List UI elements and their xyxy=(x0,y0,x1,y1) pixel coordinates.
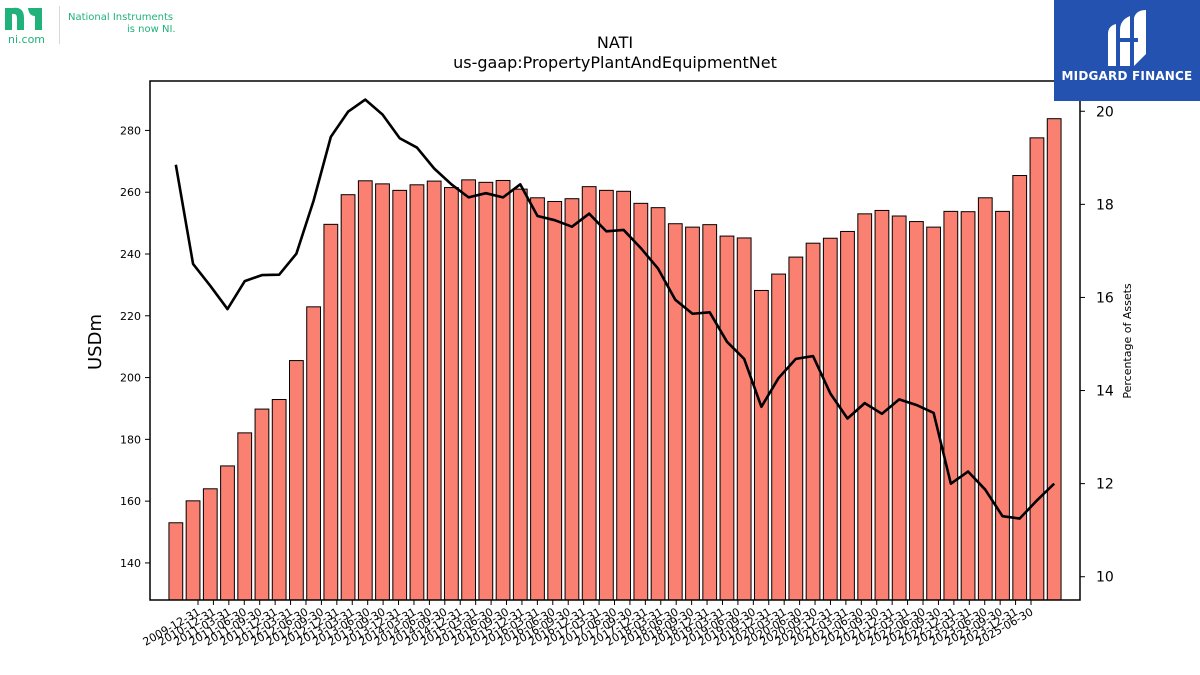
y2-tick-label: 14 xyxy=(1096,384,1114,400)
bars-layer xyxy=(168,118,1062,601)
y-tick-label: 220 xyxy=(120,310,141,323)
bar xyxy=(392,189,408,601)
ni-logo-icon xyxy=(5,7,42,30)
midgard-finance-badge: MIDGARD FINANCE xyxy=(1054,0,1200,101)
bar xyxy=(254,408,270,601)
y-tick-label: 260 xyxy=(120,186,141,199)
bar xyxy=(478,181,494,601)
y-tick-label: 140 xyxy=(120,557,141,570)
bar xyxy=(340,194,356,601)
pct-assets-line xyxy=(174,98,1056,520)
chart-subtitle: us-gaap:PropertyPlantAndEquipmentNet xyxy=(453,53,777,72)
bar xyxy=(168,522,184,601)
bar xyxy=(771,273,786,601)
y-tick-label: 280 xyxy=(120,124,141,137)
bar xyxy=(426,180,442,601)
bar xyxy=(788,256,804,601)
bar xyxy=(685,226,700,601)
bar xyxy=(805,242,821,601)
y2-tick-label: 18 xyxy=(1096,197,1114,213)
bar xyxy=(874,209,890,601)
ni-logo: ni.com National Instruments is now NI. xyxy=(4,4,194,46)
bar xyxy=(1012,175,1028,601)
logo-divider xyxy=(59,6,60,44)
bar xyxy=(1046,118,1062,601)
bar xyxy=(943,210,959,601)
y-tick-label: 180 xyxy=(120,433,141,446)
bar xyxy=(375,183,390,601)
bar xyxy=(995,210,1010,601)
bar xyxy=(289,360,304,601)
y-tick-label: 200 xyxy=(120,372,141,385)
y2-tick-label: 20 xyxy=(1096,104,1114,120)
bar xyxy=(530,197,545,601)
y2-tick-label: 12 xyxy=(1096,477,1114,493)
bar xyxy=(909,221,924,601)
y2-tick-label: 10 xyxy=(1096,570,1114,586)
bar xyxy=(977,197,993,601)
bar xyxy=(702,224,718,601)
bar xyxy=(512,188,528,601)
bar xyxy=(409,184,425,601)
y2-axis-label: Percentage of Assets xyxy=(1121,283,1134,399)
bar xyxy=(306,306,322,601)
chart-title: NATI xyxy=(597,33,633,52)
bar xyxy=(633,202,649,601)
bar xyxy=(754,289,769,601)
bar xyxy=(667,223,683,601)
bar xyxy=(547,200,563,601)
y2-tick-label: 16 xyxy=(1096,290,1114,306)
bar xyxy=(719,235,735,601)
bar xyxy=(581,186,597,601)
bar xyxy=(736,237,752,601)
y-tick-label: 160 xyxy=(120,495,141,508)
midgard-logo-icon xyxy=(1108,10,1146,66)
right-y-axis: 10 12 14 16 18 20 xyxy=(1080,104,1114,586)
bar xyxy=(599,189,614,601)
x-axis: 2009-12-312010-12-312011-03-312011-06-30… xyxy=(141,600,1036,649)
bar xyxy=(650,207,666,601)
bar xyxy=(495,179,511,601)
bar xyxy=(220,465,235,601)
bar xyxy=(1029,137,1045,601)
bar xyxy=(822,237,838,601)
bar xyxy=(891,215,907,601)
bar xyxy=(185,500,201,601)
ni-tagline-line-1: National Instruments xyxy=(68,12,174,23)
left-y-axis: 140 160 180 200 220 240 260 280 xyxy=(120,124,150,570)
partner-name: MIDGARD FINANCE xyxy=(1061,69,1193,83)
bar xyxy=(461,179,477,601)
bar xyxy=(616,190,631,601)
bar xyxy=(444,187,459,601)
ni-tagline-line-2: is now NI. xyxy=(127,24,176,35)
line-layer xyxy=(174,98,1056,520)
y-axis-label: USDm xyxy=(85,314,106,370)
bar xyxy=(357,180,373,601)
bar xyxy=(564,198,580,601)
y-tick-label: 240 xyxy=(120,248,141,261)
ni-domain-text: ni.com xyxy=(8,33,46,46)
bar xyxy=(960,211,976,601)
bar xyxy=(271,399,287,601)
bar xyxy=(237,432,253,601)
bar xyxy=(202,488,218,601)
bar xyxy=(323,223,339,601)
